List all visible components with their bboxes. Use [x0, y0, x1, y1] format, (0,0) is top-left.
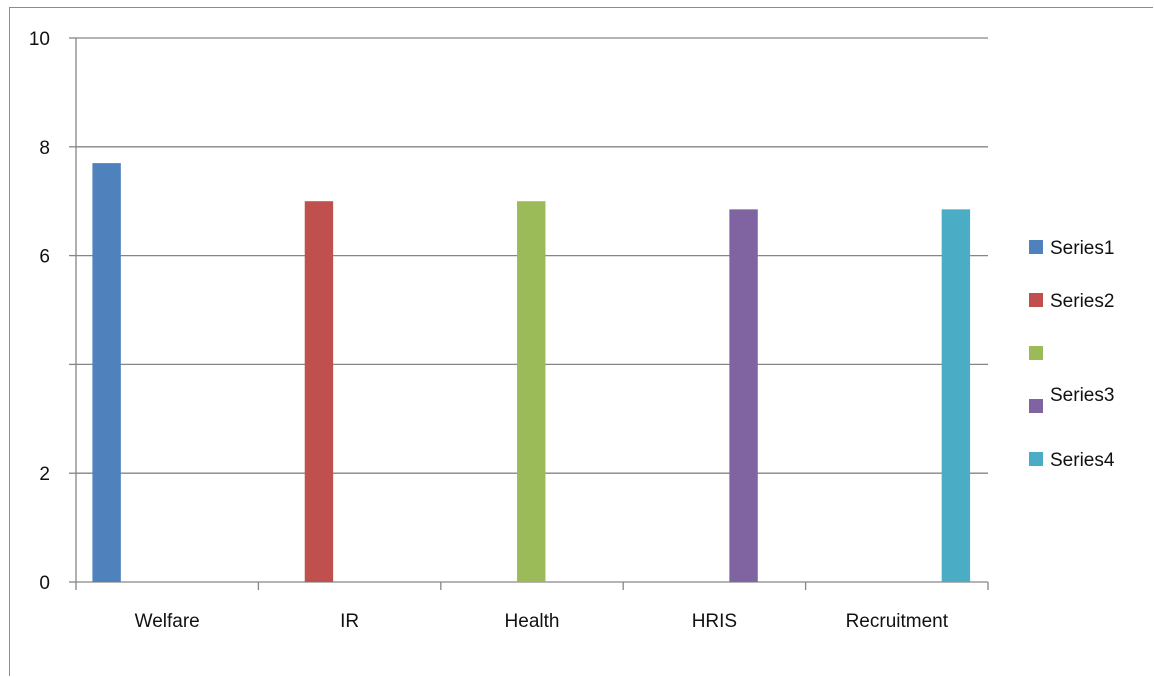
- x-category-label: HRIS: [692, 611, 737, 632]
- legend-label: Series1: [1050, 238, 1114, 259]
- bar-ir: [304, 201, 334, 582]
- x-category-label: IR: [340, 611, 359, 632]
- bar-health: [517, 201, 546, 582]
- x-category-label: Health: [505, 611, 560, 632]
- x-axis-category-labels: Welfare IR Health HRIS Recruitment: [135, 611, 949, 632]
- bars: [92, 163, 971, 583]
- y-tick-label: 10: [29, 29, 50, 50]
- legend-swatch: [1029, 346, 1043, 360]
- x-category-label: Recruitment: [846, 611, 949, 632]
- bar-welfare: [92, 163, 121, 582]
- bar-hris: [729, 209, 758, 583]
- legend-label: Series4: [1050, 450, 1115, 471]
- y-axis-tick-labels: 0 2 6 8 10: [29, 29, 50, 594]
- y-tick-label: 0: [39, 573, 50, 594]
- x-category-label: Welfare: [135, 611, 200, 632]
- y-tick-label: 8: [39, 138, 50, 159]
- y-tick-label: 6: [39, 247, 50, 268]
- legend-label: Series3: [1050, 385, 1114, 406]
- legend-swatch: [1029, 293, 1043, 307]
- legend: Series1 Series2 Series3 Series4: [1029, 238, 1115, 471]
- legend-swatch: [1029, 452, 1043, 466]
- y-tick-label: 2: [39, 464, 50, 485]
- bar-recruitment: [941, 209, 971, 583]
- legend-label: Series2: [1050, 291, 1114, 312]
- legend-swatch: [1029, 399, 1043, 413]
- legend-swatch: [1029, 240, 1043, 254]
